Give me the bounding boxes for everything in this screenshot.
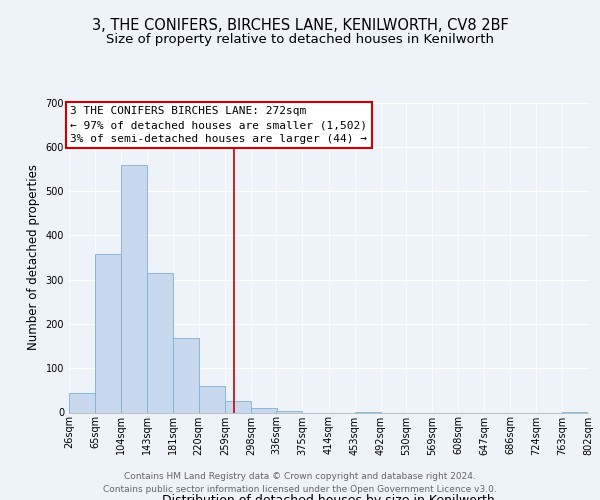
Bar [277, 411, 302, 412]
Text: 3, THE CONIFERS, BIRCHES LANE, KENILWORTH, CV8 2BF: 3, THE CONIFERS, BIRCHES LANE, KENILWORT… [92, 18, 508, 32]
Bar [121, 166, 147, 412]
Text: Contains HM Land Registry data © Crown copyright and database right 2024.
Contai: Contains HM Land Registry data © Crown c… [103, 472, 497, 494]
Bar [225, 402, 251, 412]
Text: 3 THE CONIFERS BIRCHES LANE: 272sqm
← 97% of detached houses are smaller (1,502): 3 THE CONIFERS BIRCHES LANE: 272sqm ← 97… [70, 106, 367, 144]
Bar [199, 386, 225, 412]
X-axis label: Distribution of detached houses by size in Kenilworth: Distribution of detached houses by size … [162, 494, 495, 500]
Bar [251, 408, 277, 412]
Y-axis label: Number of detached properties: Number of detached properties [27, 164, 40, 350]
Bar [147, 273, 173, 412]
Bar [173, 338, 199, 412]
Bar [69, 393, 95, 412]
Text: Size of property relative to detached houses in Kenilworth: Size of property relative to detached ho… [106, 32, 494, 46]
Bar [95, 254, 121, 412]
